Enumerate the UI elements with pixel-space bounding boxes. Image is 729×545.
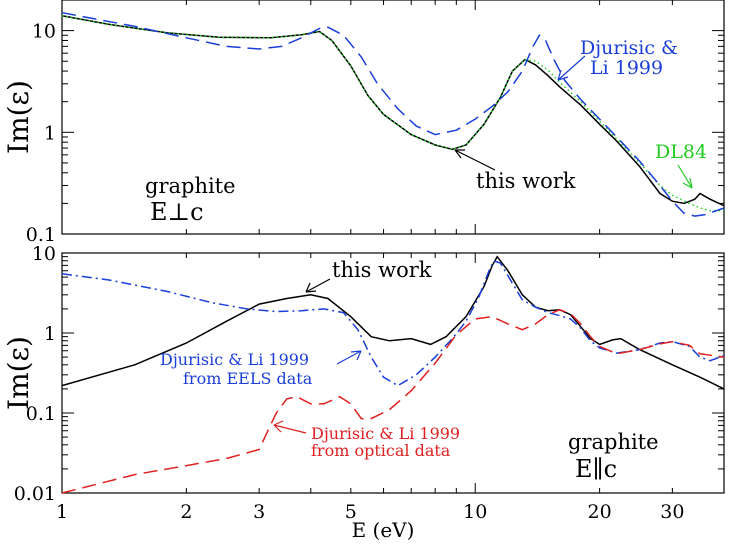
- top-annotation-this-work: this work: [476, 169, 576, 193]
- bottom-annotation-eels-line1: Djurisic & Li 1999: [160, 350, 309, 369]
- bottom-series-optical: [61, 308, 725, 494]
- bottom-series-eels: [61, 259, 725, 387]
- top-label-material: graphite: [145, 174, 236, 198]
- bottom-annotation-optical-line1: Djurisic & Li 1999: [311, 424, 460, 443]
- bottom-ticks: 0.01 0.1 1 10 1 2 3 5 10 20 30: [14, 243, 725, 523]
- top-label-orientation: E⊥c: [150, 198, 204, 226]
- top-y-tick-label: 10: [32, 21, 56, 43]
- x-axis-label: E (eV): [352, 518, 415, 542]
- top-series-work: [61, 15, 725, 207]
- bottom-plot-frame: [61, 252, 725, 494]
- top-plot-frame: [61, 0, 725, 235]
- top-annotation-dl84: DL84: [655, 141, 707, 163]
- top-y-tick-label: 1: [44, 122, 56, 144]
- bottom-arrow-eels: [336, 350, 362, 365]
- bottom-label-orientation: E∥c: [575, 455, 617, 483]
- bottom-x-tick-label: 1: [56, 501, 68, 523]
- top-series: [61, 11, 725, 217]
- bottom-y-tick-label: 1: [44, 323, 56, 345]
- bottom-x-tick-label: 5: [345, 501, 357, 523]
- bottom-x-tick-label: 10: [463, 501, 487, 523]
- top-annotation-djurisic-line2: Li 1999: [590, 57, 663, 79]
- top-arrow-dl84: [677, 164, 693, 189]
- bottom-x-tick-label: 30: [660, 501, 684, 523]
- top-ticks: 0.1 1 10: [26, 0, 725, 246]
- bottom-annotation-eels-line2: from EELS data: [183, 369, 313, 388]
- bottom-x-tick-label: 3: [253, 501, 265, 523]
- top-y-tick-label: 0.1: [26, 224, 56, 246]
- top-series-dj: [61, 11, 725, 217]
- bottom-panel: 0.01 0.1 1 10 1 2 3 5 10 20 30 Im(ε) E (eV) this w…: [2, 243, 725, 542]
- bottom-y-tick-label: 0.01: [14, 483, 56, 505]
- top-series-dl84: [61, 15, 724, 212]
- bottom-arrow-this-work: [305, 278, 331, 293]
- top-panel: 0.1 1 10 Im(ε) Djurisic & Li 1999 DL84 thi…: [2, 0, 725, 246]
- bottom-y-tick-label: 0.1: [26, 403, 56, 425]
- bottom-y-axis-label: Im(ε): [2, 336, 35, 410]
- top-arrow-this-work: [454, 149, 496, 171]
- bottom-annotation-this-work: this work: [332, 258, 432, 282]
- bottom-annotation-optical-line2: from optical data: [311, 441, 451, 460]
- bottom-x-tick-label: 20: [588, 501, 612, 523]
- top-y-axis-label: Im(ε): [2, 80, 35, 154]
- bottom-x-tick-label: 2: [180, 501, 192, 523]
- bottom-arrow-optical: [273, 420, 307, 434]
- bottom-y-tick-label: 10: [32, 243, 56, 265]
- bottom-label-material: graphite: [568, 430, 659, 454]
- top-arrow-djurisic: [557, 55, 586, 81]
- bottom-series: [61, 255, 725, 494]
- top-annotation-djurisic-line1: Djurisic &: [580, 37, 678, 59]
